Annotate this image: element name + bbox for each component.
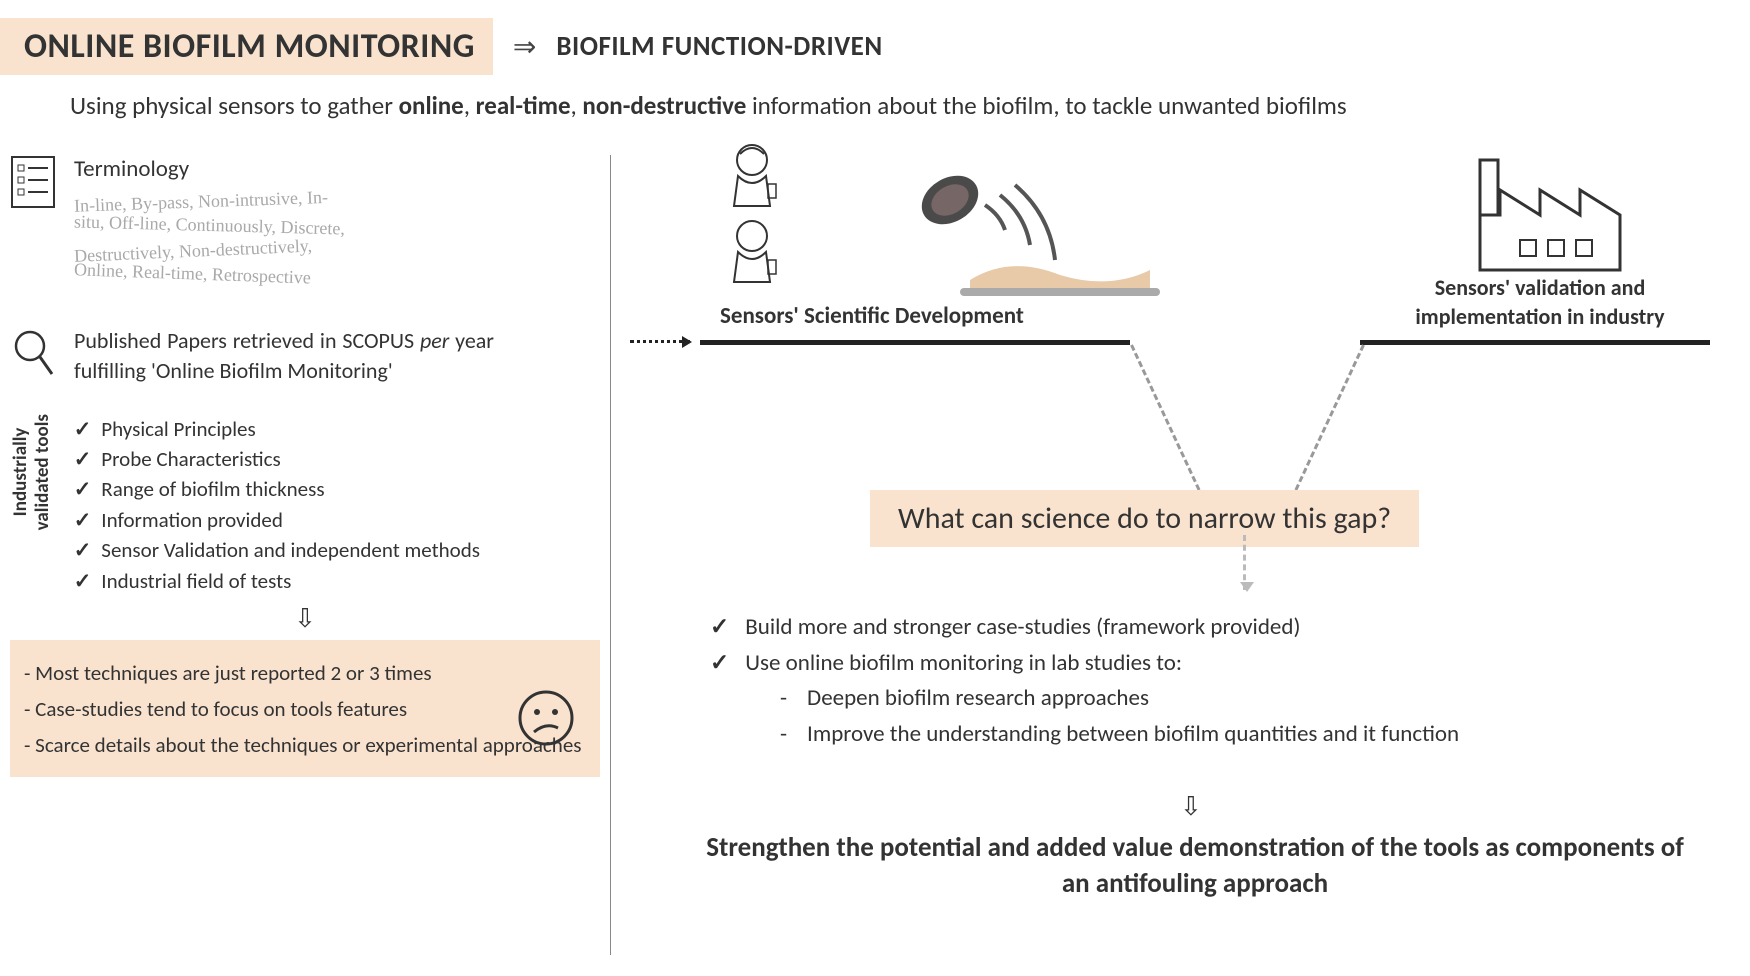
list-icon [10,155,60,214]
magnifier-icon [10,326,60,385]
left-column: Terminology In-line, By-pass, Non-intrus… [10,155,600,777]
conclusion-text: Strengthen the potential and added value… [690,830,1700,903]
dotted-arrow [630,340,690,343]
sol-2: Use online biofilm monitoring in lab stu… [710,646,1459,682]
rot2: validated tools [31,414,54,530]
sol-2b: Improve the understanding between biofil… [780,717,1459,753]
sol-1: Build more and stronger case-studies (fr… [710,610,1459,646]
scene-diagram: Sensors' Scientific Development Sensors'… [640,140,1730,370]
validated-block: Industrially validated tools Physical Pr… [10,414,600,597]
factory-icon [1470,150,1630,285]
intro-b3: non-destructive [582,90,746,121]
terminology-block: Terminology In-line, By-pass, Non-intrus… [10,155,600,286]
baseline-left [700,340,1130,345]
sensor-icon [910,160,1170,315]
issue-2: - Case-studies tend to focus on tools fe… [24,692,586,728]
papers-ital: per [420,327,449,354]
baseline-right [1360,340,1710,345]
chk-5: Industrial field of tests [74,566,480,596]
right-column: Sensors' Scientific Development Sensors'… [640,140,1730,370]
rot1: Industrially [9,427,32,516]
scientists-icon [720,140,790,295]
gap-arrow-down [1243,535,1246,590]
header: ONLINE BIOFILM MONITORING ⇒ BIOFILM FUNC… [0,18,883,75]
issues-box: - Most techniques are just reported 2 or… [10,640,600,777]
intro-text: Using physical sensors to gather online,… [70,90,1347,121]
down-arrow-icon: ⇩ [10,602,600,634]
sep1: , [464,90,476,121]
sci-dev-label: Sensors' Scientific Development [720,302,1024,330]
sad-face-icon [516,688,576,760]
issue-1: - Most techniques are just reported 2 or… [24,656,586,692]
papers-text: Published Papers retrieved in SCOPUS per… [74,326,494,385]
down-arrow-icon-2: ⇩ [1180,790,1202,822]
arrow-icon: ⇒ [513,29,536,64]
main-title: ONLINE BIOFILM MONITORING [0,18,493,75]
chk-1: Probe Characteristics [74,444,480,474]
terminology-cloud: In-line, By-pass, Non-intrusive, In- sit… [74,189,345,286]
solutions-list: Build more and stronger case-studies (fr… [710,610,1459,753]
papers-block: Published Papers retrieved in SCOPUS per… [10,326,600,385]
chk-2: Range of biofilm thickness [74,474,480,504]
term-l4: Online, Real-time, Retrospective [74,257,346,291]
chk-3: Information provided [74,505,480,535]
chk-4: Sensor Validation and independent method… [74,535,480,565]
intro-b1: online [399,90,464,121]
issue-3: - Scarce details about the techniques or… [24,728,586,764]
sep2: , [571,90,583,121]
gap-question: What can science do to narrow this gap? [870,490,1419,547]
validated-label: Industrially validated tools [10,414,54,530]
papers-pre: Published Papers retrieved in SCOPUS [74,327,420,354]
industry-label: Sensors' validation and implementation i… [1380,274,1700,331]
intro-post: information about the biofilm, to tackle… [746,90,1346,121]
intro-b2: real-time [476,90,571,121]
vertical-divider [610,155,611,955]
header-subtitle: BIOFILM FUNCTION-DRIVEN [556,30,882,63]
intro-pre: Using physical sensors to gather [70,90,399,121]
validated-list: Physical Principles Probe Characteristic… [74,414,480,597]
chk-0: Physical Principles [74,414,480,444]
sol-2a: Deepen biofilm research approaches [780,681,1459,717]
terminology-label: Terminology [74,155,345,183]
